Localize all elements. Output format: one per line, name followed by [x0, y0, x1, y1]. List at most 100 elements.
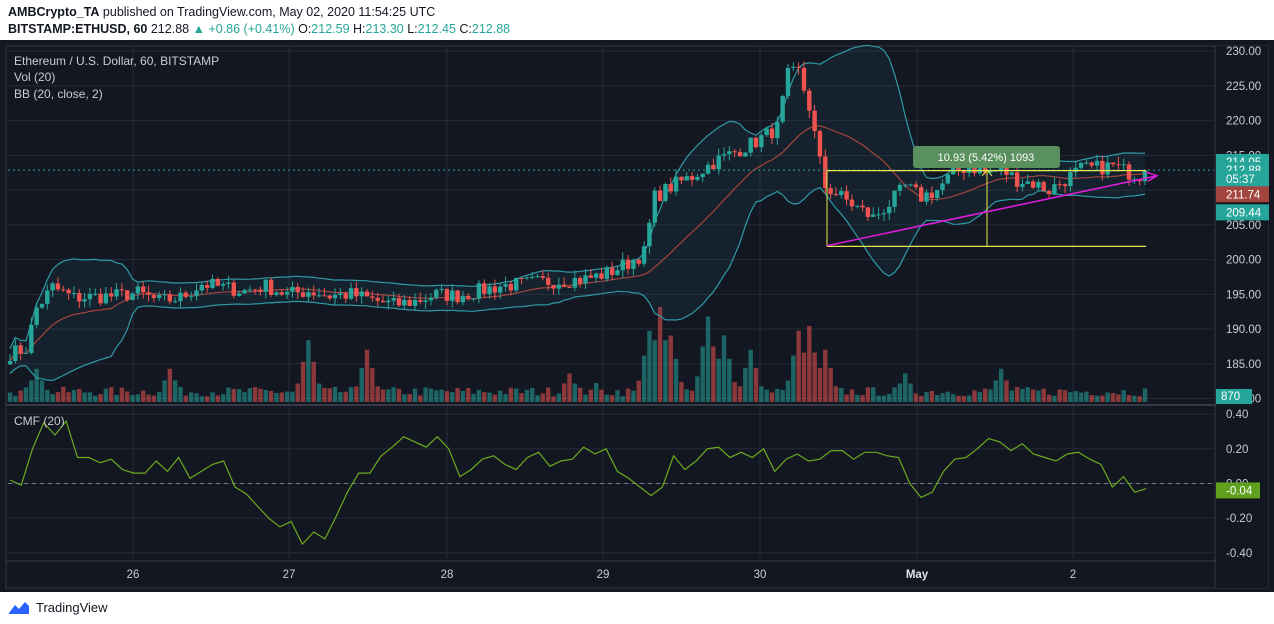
candle — [881, 209, 887, 222]
candle-body — [1014, 172, 1020, 187]
volume-bar — [1041, 388, 1046, 402]
chart-canvas[interactable]: 10.93 (5.42%) 1093 230.00225.00220.00215… — [0, 40, 1274, 592]
open-value: 212.59 — [311, 22, 350, 36]
candle-body — [412, 299, 418, 306]
candle — [609, 261, 615, 281]
candle — [908, 183, 913, 187]
candle — [172, 297, 178, 304]
volume-bar — [721, 335, 727, 402]
candle — [785, 63, 791, 100]
candle — [737, 148, 743, 157]
candle — [599, 267, 604, 280]
time-axis[interactable]: 26 27 28 29 30 May 2 — [127, 569, 1077, 581]
candle — [727, 146, 732, 161]
candle — [407, 296, 412, 307]
candle — [258, 286, 263, 296]
tradingview-brand[interactable]: TradingView — [8, 600, 108, 615]
volume-bar — [263, 390, 268, 402]
volume-bar — [279, 392, 284, 402]
volume-bar — [412, 388, 418, 402]
candle-body — [423, 300, 428, 302]
candle-body — [684, 176, 689, 181]
candle — [13, 339, 18, 364]
candle-body — [1137, 179, 1142, 182]
candle — [1094, 154, 1100, 171]
candle-body — [428, 297, 434, 301]
candle — [615, 265, 620, 277]
volume-bar — [764, 389, 769, 402]
candle-body — [327, 295, 332, 299]
volume-bar — [311, 361, 316, 402]
volume-bar — [359, 368, 364, 402]
candle — [940, 179, 945, 195]
time-tick-label: 26 — [127, 569, 140, 581]
low-value: 212.45 — [417, 22, 456, 36]
candle — [593, 272, 599, 283]
candle-body — [689, 176, 695, 180]
volume-bar — [593, 383, 599, 402]
volume-bar — [423, 387, 428, 402]
candle — [279, 288, 284, 297]
volume-pane — [7, 307, 1148, 402]
candle — [492, 279, 498, 300]
legend-cmf[interactable]: CMF (20) — [14, 414, 65, 428]
volume-bar — [604, 394, 610, 402]
volume-bar — [258, 388, 263, 402]
candle — [556, 277, 562, 295]
volume-bar — [897, 383, 903, 402]
measure-label: 10.93 (5.42%) 1093 — [938, 152, 1035, 164]
candle-body — [1100, 160, 1105, 175]
candle — [119, 283, 125, 297]
volume-bar — [551, 396, 556, 402]
candle — [903, 183, 908, 189]
volume-bar — [284, 391, 290, 402]
drawings[interactable]: 10.93 (5.42%) 1093 — [826, 146, 1159, 247]
candle-body — [311, 292, 316, 296]
candle — [290, 281, 295, 298]
candle-body — [284, 291, 290, 295]
legend-vol[interactable]: Vol (20) — [14, 70, 55, 84]
candle-body — [359, 291, 364, 297]
author-name[interactable]: AMBCrypto_TA — [8, 5, 100, 19]
price-tick-label: 200.00 — [1226, 255, 1261, 267]
candle — [199, 282, 205, 296]
measure-box[interactable] — [913, 146, 1060, 168]
volume-bar — [370, 368, 375, 402]
volume-bar — [588, 389, 594, 402]
volume-bar — [817, 368, 823, 402]
volume-bar — [1014, 387, 1020, 402]
volume-bar — [354, 386, 359, 402]
symbol-name[interactable]: BITSTAMP:ETHUSD, 60 — [8, 22, 148, 36]
published-text: published on TradingView.com, May 02, 20… — [102, 5, 436, 19]
candle-body — [1089, 162, 1094, 166]
candle-body — [1062, 184, 1068, 187]
candle — [343, 291, 348, 303]
candle — [306, 287, 311, 303]
volume-bar — [71, 389, 77, 402]
volume-bar — [918, 396, 924, 402]
candle-body — [737, 151, 743, 157]
volume-bar — [1073, 391, 1078, 402]
legend-title[interactable]: Ethereum / U.S. Dollar, 60, BITSTAMP — [14, 54, 219, 68]
close-value: 212.88 — [471, 22, 511, 36]
candle — [274, 291, 279, 297]
candle-body — [380, 300, 386, 303]
candle-body — [823, 156, 828, 189]
candle-body — [588, 275, 594, 278]
candle — [711, 158, 716, 170]
bb-lower-band — [9, 186, 1146, 382]
candle-body — [844, 191, 849, 200]
volume-bar — [839, 388, 844, 402]
candle-body — [876, 214, 881, 216]
candle — [455, 289, 460, 305]
volume-bar — [748, 349, 753, 402]
candle-body — [466, 295, 471, 299]
candle-body — [226, 282, 231, 284]
cmf-tick-label: 0.20 — [1226, 444, 1248, 456]
legend-bb[interactable]: BB (20, close, 2) — [14, 87, 103, 101]
cmf-tick-label: 0.40 — [1226, 409, 1248, 421]
price-axis[interactable]: 230.00225.00220.00215.00210.00205.00200.… — [1216, 46, 1269, 588]
candle-body — [561, 284, 567, 287]
volume-bar — [327, 388, 332, 402]
candle-body — [636, 259, 641, 264]
